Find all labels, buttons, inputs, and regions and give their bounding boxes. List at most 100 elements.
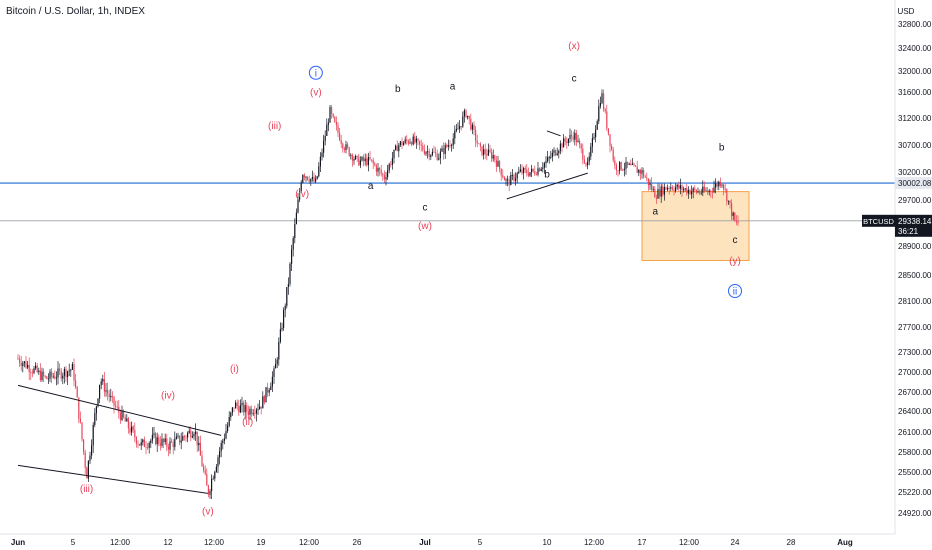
candle-body: [441, 148, 443, 152]
candle-body: [51, 371, 53, 377]
candle-body: [324, 135, 326, 141]
candle-body: [625, 161, 627, 169]
candle-body: [182, 436, 184, 441]
x-tick-label: 5: [478, 538, 483, 547]
candle-body: [239, 405, 241, 413]
candle-body: [723, 184, 725, 190]
candle-body: [289, 263, 291, 284]
candle-body: [190, 430, 192, 438]
candle-body: [561, 143, 563, 148]
candle-body: [302, 175, 304, 183]
candle-body: [257, 409, 259, 410]
candle-body: [497, 161, 499, 167]
wave-label-8: (v): [310, 87, 322, 98]
candle-body: [350, 154, 352, 156]
candle-body: [201, 455, 203, 467]
support-price-tag: [895, 177, 932, 190]
time-axis-bg: [0, 534, 895, 550]
candle-body: [127, 418, 129, 429]
candle-body: [252, 413, 254, 415]
wave-circle: [308, 65, 323, 80]
wave-label-20: c: [733, 235, 738, 246]
candle-body: [108, 393, 110, 398]
candle-body: [391, 158, 393, 165]
trendline-3[interactable]: [506, 172, 588, 200]
candle-body: [478, 143, 480, 145]
candle-body: [270, 386, 272, 390]
candle-body: [276, 359, 278, 364]
candle-body: [731, 203, 733, 216]
last-price-tag: [895, 214, 932, 237]
candle-body: [137, 443, 139, 445]
trendline-2[interactable]: [17, 464, 208, 494]
last-price-label: 29338.14: [898, 217, 932, 226]
candle-body: [44, 376, 46, 377]
candle-body: [174, 438, 176, 448]
x-tick-label: 10: [543, 538, 552, 547]
candle-body: [414, 136, 416, 143]
candle-body: [591, 138, 593, 147]
candle-body: [511, 174, 513, 176]
candle-body: [686, 188, 688, 194]
trendline-4[interactable]: [546, 130, 561, 137]
candle-body: [55, 377, 57, 379]
candle-body: [475, 129, 477, 141]
candle-body: [604, 109, 606, 112]
candle-body: [177, 435, 179, 437]
candle-body: [188, 430, 190, 434]
candle-body: [116, 406, 118, 408]
candle-body: [401, 141, 403, 146]
candle-body: [481, 146, 483, 156]
candle-body: [57, 368, 59, 378]
candle-body: [495, 159, 497, 167]
candle-body: [215, 466, 217, 472]
candle-body: [550, 156, 552, 158]
trendline-1[interactable]: [17, 384, 222, 436]
candle-body: [263, 396, 265, 403]
candle-body: [59, 368, 61, 371]
candle-body: [535, 174, 537, 176]
candle-body: [95, 406, 97, 414]
candle-body: [33, 368, 35, 373]
candle-body: [47, 378, 49, 380]
candle-body: [606, 111, 608, 129]
candle-body: [419, 140, 421, 145]
price-axis-bg: [895, 0, 932, 550]
candle-body: [199, 442, 201, 456]
candle-body: [611, 145, 613, 150]
y-tick-label: 31200.00: [898, 114, 932, 123]
candle-body: [447, 145, 449, 147]
candle-body: [487, 149, 489, 156]
candle-body: [518, 171, 520, 174]
candle-body: [385, 177, 387, 180]
candle-body: [542, 167, 544, 169]
candle-body: [443, 148, 445, 154]
candle-body: [358, 156, 360, 166]
candle-body: [281, 327, 283, 330]
candle-body: [19, 358, 21, 363]
candle-body: [366, 158, 368, 166]
candle-body: [342, 143, 344, 149]
candle-body: [100, 381, 102, 385]
candle-body: [559, 143, 561, 151]
candle-body: [220, 443, 222, 452]
candle-body: [292, 238, 294, 250]
candle-body: [564, 138, 566, 142]
candle-body: [151, 435, 153, 441]
wave-label-19: b: [719, 142, 725, 153]
candle-body: [679, 185, 681, 189]
candle-body: [668, 187, 670, 189]
candle-body: [110, 395, 112, 398]
candle-body: [404, 139, 406, 143]
candle-body: [388, 164, 390, 171]
candle-body: [337, 125, 339, 133]
candle-body: [396, 145, 398, 152]
candle-body: [310, 178, 312, 182]
candle-body: [158, 437, 160, 444]
candle-body: [321, 152, 323, 157]
candle-body: [249, 408, 251, 415]
candle-body: [449, 145, 451, 147]
candle-body: [734, 212, 736, 221]
candle-body: [427, 151, 429, 153]
